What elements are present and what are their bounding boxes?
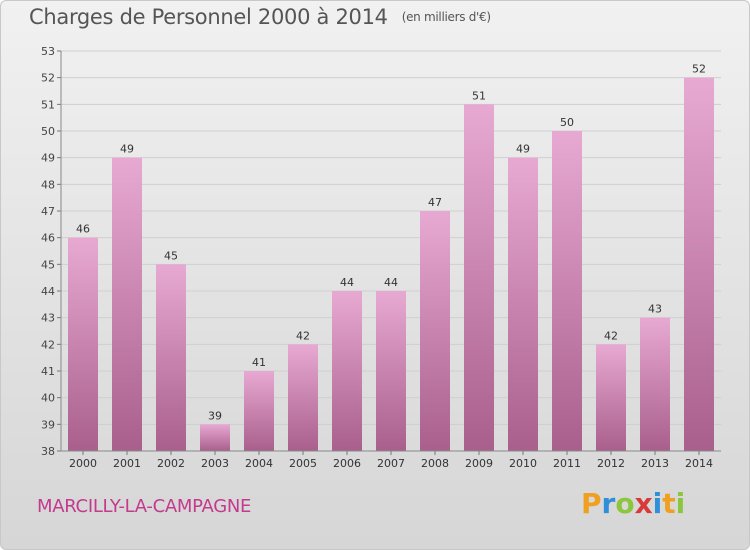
x-tick-label: 2002: [157, 457, 185, 470]
y-tick-label: 49: [41, 152, 55, 165]
bar-value-label: 42: [604, 329, 618, 342]
x-tick-label: 2005: [289, 457, 317, 470]
x-tick-label: 2009: [465, 457, 493, 470]
commune-name: MARCILLY-LA-CAMPAGNE: [37, 496, 252, 517]
bar: [200, 424, 230, 451]
bar: [376, 291, 406, 451]
x-tick-label: 2006: [333, 457, 361, 470]
bar-value-label: 47: [428, 196, 442, 209]
bar: [244, 371, 274, 451]
logo-letter: P: [581, 487, 602, 520]
x-tick-label: 2007: [377, 457, 405, 470]
x-tick-label: 2008: [421, 457, 449, 470]
logo-letter: i: [675, 487, 686, 520]
bar-layer: 46 49 45 39 41 42 44 44 47 51 49 50 42 43 52: [68, 63, 714, 452]
x-tick-label: 2001: [113, 457, 141, 470]
bar-value-label: 44: [340, 276, 354, 289]
bar: [508, 157, 538, 451]
bar: [420, 211, 450, 451]
y-tick-label: 45: [41, 258, 55, 271]
logo-letter: t: [662, 487, 676, 520]
bar-value-label: 46: [76, 223, 90, 236]
bar-value-label: 41: [252, 356, 266, 369]
bar-value-label: 50: [560, 116, 574, 129]
y-tick-label: 50: [41, 125, 55, 138]
x-tick-label: 2014: [685, 457, 713, 470]
bar-value-label: 52: [692, 63, 706, 76]
bar: [112, 157, 142, 451]
y-tick-label: 38: [41, 445, 55, 458]
logo-letter: o: [615, 487, 635, 520]
y-tick-label: 42: [41, 338, 55, 351]
bar: [640, 317, 670, 451]
bar-value-label: 43: [648, 303, 662, 316]
chart-title: Charges de Personnel 2000 à 2014 (en mill…: [29, 5, 491, 29]
x-tick-label: 2010: [509, 457, 537, 470]
chart-subtitle: (en milliers d'€): [401, 10, 491, 24]
x-tick-label: 2003: [201, 457, 229, 470]
y-tick-label: 43: [41, 312, 55, 325]
x-tick-label: 2013: [641, 457, 669, 470]
y-tick-label: 48: [41, 178, 55, 191]
title-text: Charges de Personnel 2000 à 2014: [29, 5, 388, 29]
y-tick-label: 46: [41, 232, 55, 245]
x-tick-label: 2011: [553, 457, 581, 470]
y-tick-label: 52: [41, 72, 55, 85]
bar-value-label: 51: [472, 89, 486, 102]
bar: [464, 104, 494, 451]
logo-letter: x: [634, 487, 653, 520]
bar-value-label: 49: [516, 143, 530, 156]
y-tick-label: 39: [41, 418, 55, 431]
x-tick-label: 2012: [597, 457, 625, 470]
bar-value-label: 39: [208, 409, 222, 422]
x-tick-label: 2004: [245, 457, 273, 470]
proxiti-logo: Proxiti: [581, 487, 685, 520]
y-tick-label: 44: [41, 285, 55, 298]
logo-letter: i: [652, 487, 663, 520]
logo-letter: r: [601, 487, 616, 520]
bar: [332, 291, 362, 451]
y-tick-label: 47: [41, 205, 55, 218]
y-tick-label: 51: [41, 98, 55, 111]
y-tick-label: 53: [41, 45, 55, 58]
bar-value-label: 45: [164, 249, 178, 262]
bar: [68, 237, 98, 451]
bar: [288, 344, 318, 451]
bar-value-label: 44: [384, 276, 398, 289]
bar-value-label: 49: [120, 143, 134, 156]
bar: [156, 264, 186, 451]
bar-value-label: 42: [296, 329, 310, 342]
x-tick-label: 2000: [69, 457, 97, 470]
y-tick-label: 41: [41, 365, 55, 378]
bar: [552, 131, 582, 451]
bar: [596, 344, 626, 451]
y-tick-label: 40: [41, 392, 55, 405]
bar: [684, 77, 714, 452]
axis-layer: 38 39 40 41 42 43 44 45 46 47 48 49 50 51 52 53 2000 2001…: [41, 45, 721, 470]
